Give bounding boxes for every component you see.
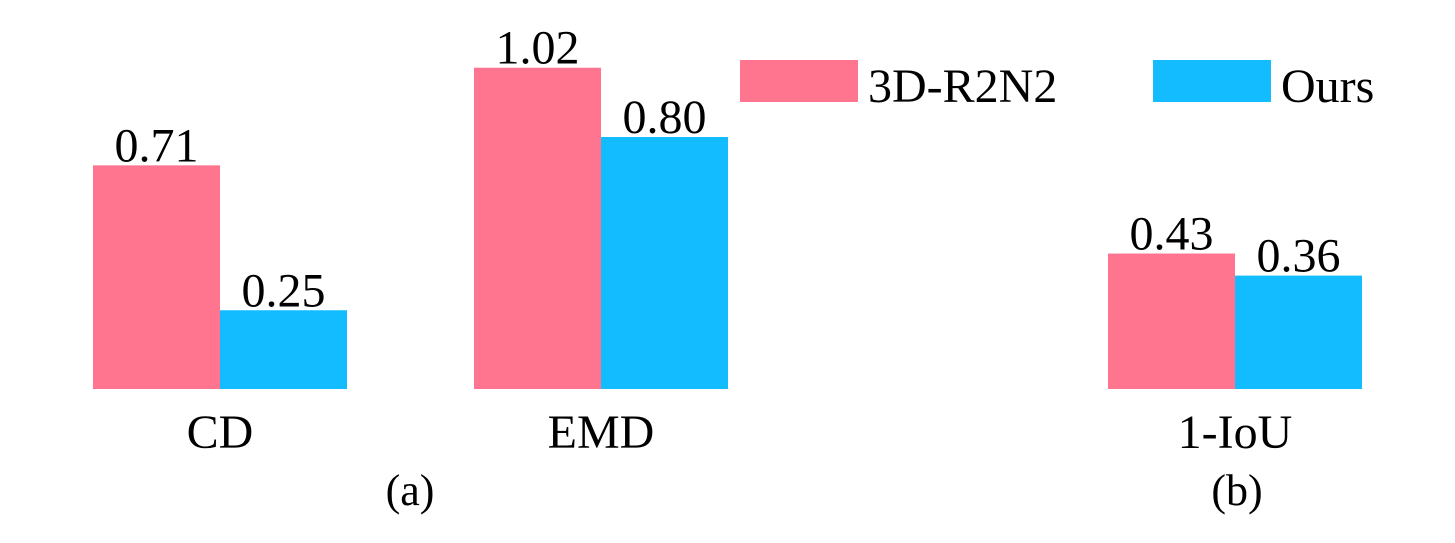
- legend-swatch-ours: [1153, 60, 1271, 102]
- value-label-3d-r2n2-emd: 1.02: [496, 22, 580, 75]
- value-label-ours-emd: 0.80: [623, 91, 707, 144]
- bar-ours-emd: [601, 137, 728, 389]
- legend-label-ours: Ours: [1281, 60, 1374, 113]
- category-label-1-iou: 1-IoU: [1178, 406, 1293, 459]
- value-label-ours-1-iou: 0.36: [1257, 230, 1341, 283]
- bars-layer: [93, 67, 1362, 389]
- value-label-3d-r2n2-1-iou: 0.43: [1130, 208, 1214, 261]
- legend-label-3d-r2n2: 3D-R2N2: [868, 60, 1057, 113]
- panel-labels-layer: (a) (b): [386, 466, 1263, 515]
- bar-3d-r2n2-cd: [93, 165, 220, 389]
- category-labels-layer: CD EMD 1-IoU: [187, 406, 1293, 459]
- panel-label-b: (b): [1211, 466, 1262, 515]
- bar-ours-cd: [220, 310, 347, 389]
- bar-3d-r2n2-1-iou: [1108, 253, 1235, 389]
- bar-3d-r2n2-emd: [474, 67, 601, 389]
- bar-ours-1-iou: [1235, 275, 1362, 389]
- value-label-ours-cd: 0.25: [242, 264, 326, 317]
- value-label-3d-r2n2-cd: 0.71: [115, 119, 199, 172]
- legend-swatch-3d-r2n2: [740, 60, 858, 102]
- legend: 3D-R2N2 Ours: [740, 60, 1374, 113]
- value-labels-layer: 0.71 0.25 1.02 0.80 0.43 0.36: [115, 22, 1341, 318]
- category-label-emd: EMD: [548, 406, 655, 459]
- panel-label-a: (a): [386, 466, 435, 515]
- category-label-cd: CD: [187, 406, 254, 459]
